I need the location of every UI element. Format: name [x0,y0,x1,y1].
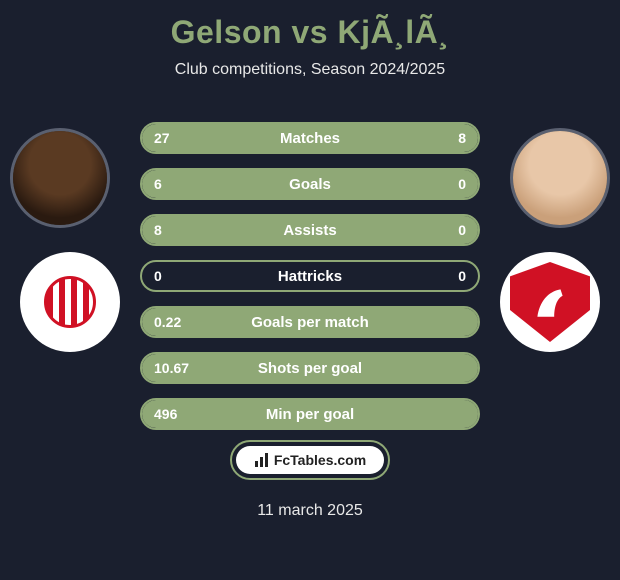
bar-fill-left [142,170,478,198]
stat-bar: Min per goal496 [140,398,480,430]
olympiacos-badge-icon [35,267,105,337]
twente-badge-icon [510,262,590,342]
stat-bar: Hattricks0 0 [140,260,480,292]
stat-value-left: 0 [154,262,162,290]
player-left-avatar [10,128,110,228]
bar-fill-left [142,124,401,152]
stat-bar: Matches278 [140,122,480,154]
club-right-badge [500,252,600,352]
bar-fill-left [142,216,478,244]
page-title: Gelson vs KjÃ¸lÃ¸ [0,0,620,51]
footer-date: 11 march 2025 [0,502,620,520]
bar-fill-right [401,124,478,152]
site-logo-pill[interactable]: FcTables.com [230,440,390,480]
page-subtitle: Club competitions, Season 2024/2025 [0,61,620,79]
bar-fill-left [142,400,478,428]
stat-bar: Assists80 [140,214,480,246]
stat-bar: Goals per match0.22 [140,306,480,338]
face-icon [13,131,107,225]
horse-icon [529,281,571,323]
chart-icon [254,452,270,468]
stat-label: Hattricks [142,262,478,290]
site-name: FcTables.com [274,452,366,468]
club-left-badge [20,252,120,352]
stat-bar: Shots per goal10.67 [140,352,480,384]
face-icon [513,131,607,225]
stat-value-right: 0 [458,262,466,290]
comparison-bars: Matches278 Goals60 Assists80 Hattricks0 0 Goa… [140,122,480,444]
bar-fill-left [142,354,478,382]
player-right-avatar [510,128,610,228]
stat-bar: Goals60 [140,168,480,200]
bar-fill-left [142,308,478,336]
